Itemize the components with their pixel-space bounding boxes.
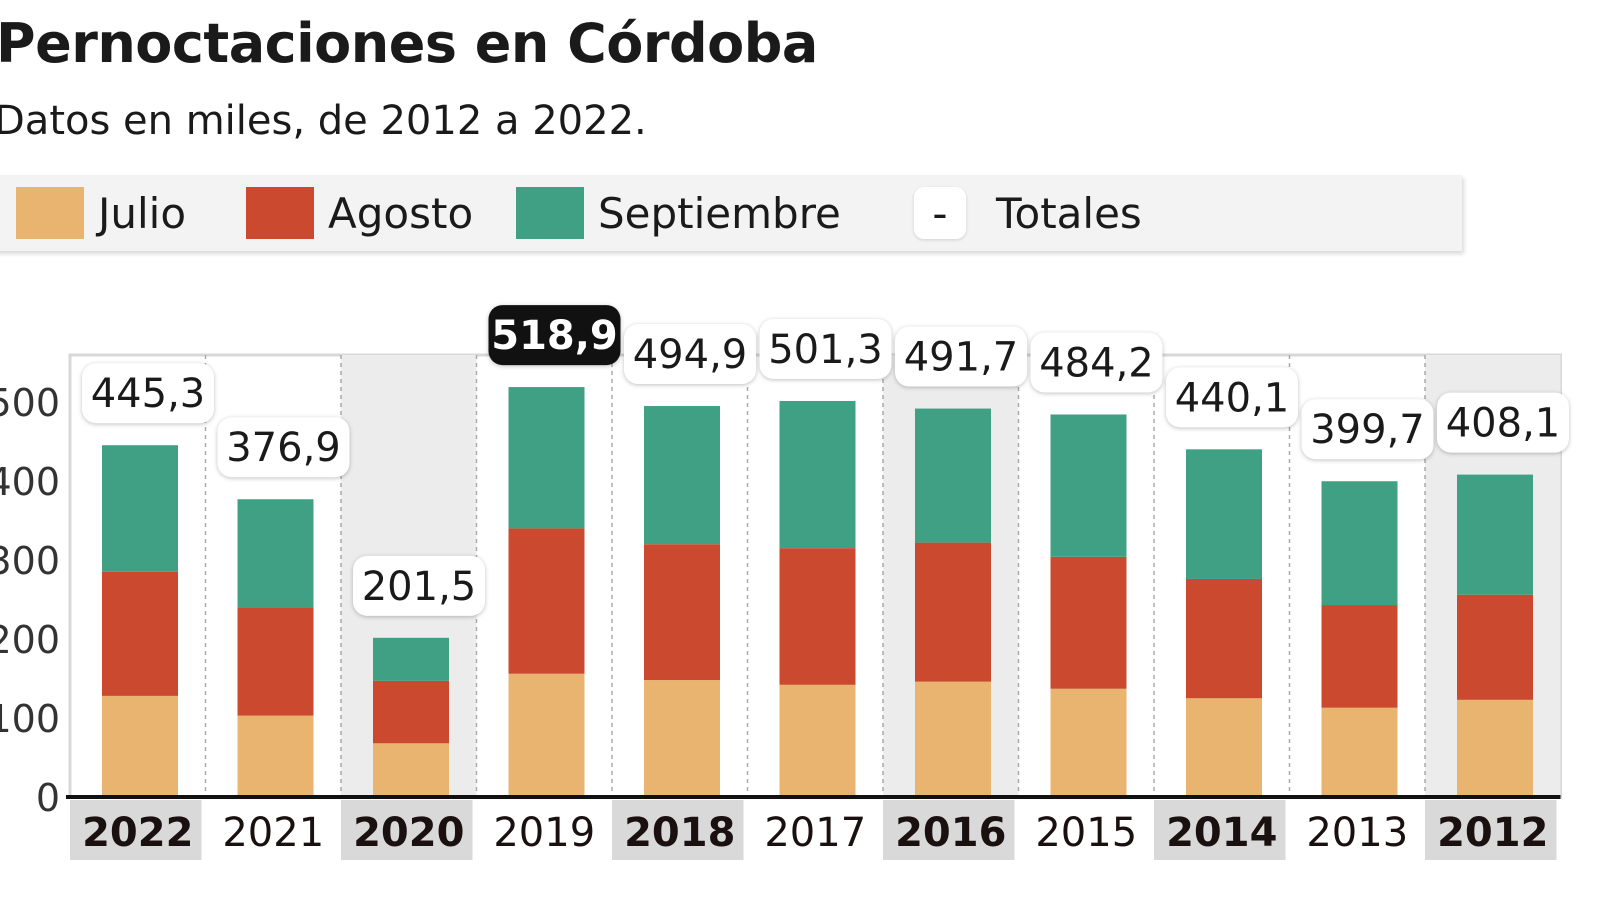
bar-segment-agosto [1457,594,1533,700]
x-tick-label: 2021 [222,810,324,856]
bar-segment-agosto [102,571,178,696]
total-label-box [624,324,756,385]
x-tick-label: 2013 [1306,810,1408,856]
x-tick-label: 2018 [624,810,735,856]
total-label: 491,7 [904,335,1019,381]
total-label: 376,9 [226,425,341,471]
x-label-shade [1425,800,1557,860]
legend-swatch-julio [16,187,84,239]
total-label: 494,9 [633,332,748,378]
bar-segment-septiembre [644,406,720,545]
total-label: 201,5 [362,564,477,610]
bar-segment-septiembre [1050,414,1127,557]
bar-segment-agosto [1050,556,1127,689]
bar-segment-agosto [779,548,856,685]
bar-segment-julio [1321,707,1398,797]
x-tick-label: 2020 [353,810,464,856]
bar-segment-julio [1050,688,1127,797]
bar-segment-septiembre [1457,474,1533,595]
bar-segment-julio [915,681,991,797]
bar-segment-septiembre [1186,449,1262,579]
bar-segment-septiembre [779,400,856,549]
x-tick-label: 2015 [1035,810,1137,856]
bar-segment-agosto [373,680,449,744]
legend-item-agosto: Agosto [246,175,473,251]
total-label-box [488,305,621,366]
total-label-box [1166,367,1298,428]
y-tick-label: 500 [0,381,60,425]
x-label-shade [883,800,1015,860]
bar-segment-septiembre [373,637,449,681]
bar-segment-septiembre [102,445,178,572]
bar-segment-agosto [915,542,991,682]
x-tick-label: 2016 [895,810,1006,856]
bar-segment-agosto [1186,578,1262,699]
total-label-box [1301,399,1434,460]
y-tick-label: 200 [0,618,60,662]
total-label-box [1437,392,1569,453]
bar-segment-julio [373,743,449,797]
total-label: 399,7 [1310,407,1425,453]
total-label-box [759,318,892,379]
chart-title: Pernoctaciones en Córdoba [0,12,818,75]
x-tick-label: 2014 [1166,810,1277,856]
legend-label-septiembre: Septiembre [598,188,841,238]
bar-segment-septiembre [237,499,314,608]
bar-segment-agosto [508,528,585,674]
total-label: 445,3 [91,371,206,417]
bar-segment-julio [508,673,585,797]
bar-segment-agosto [237,607,314,716]
total-label: 408,1 [1446,401,1561,447]
x-label-shade [1154,800,1286,860]
legend-label-julio: Julio [98,188,187,238]
bar-segment-julio [779,684,856,797]
bar-segment-julio [644,680,720,797]
bar-segment-julio [237,715,314,797]
legend-item-septiembre: Septiembre [516,175,841,251]
total-label: 518,9 [491,313,618,359]
x-tick-label: 2022 [82,810,193,856]
legend-swatch-septiembre [516,187,584,239]
bar-segment-julio [1186,698,1262,797]
x-label-shade [341,800,473,860]
x-label-shade [612,800,744,860]
x-tick-label: 2017 [764,810,866,856]
y-tick-label: 300 [0,539,60,583]
total-label-box [82,363,214,424]
legend-swatch-agosto [246,187,314,239]
y-tick-label: 400 [0,460,60,504]
x-label-shade [70,800,202,860]
legend: Julio Agosto Septiembre - Totales [0,175,1462,251]
total-label: 440,1 [1175,375,1290,421]
total-label-box [895,326,1027,387]
total-label: 484,2 [1039,340,1154,386]
bar-segment-agosto [644,544,720,681]
legend-dash-icon: - [914,187,966,239]
legend-item-julio: Julio [16,175,186,251]
total-label-box [217,417,350,478]
bar-segment-septiembre [508,387,585,529]
x-tick-label: 2012 [1437,810,1548,856]
legend-item-totales: - Totales [914,175,1142,251]
bar-segment-septiembre [1321,481,1398,606]
bar-segment-agosto [1321,605,1398,708]
total-label-box [353,555,485,616]
bar-segment-septiembre [915,408,991,543]
total-label-box [1030,332,1163,393]
bar-segment-julio [102,695,178,797]
legend-label-agosto: Agosto [328,188,474,238]
y-tick-label: 100 [0,697,60,741]
chart-subtitle: Datos en miles, de 2012 a 2022. [0,98,647,144]
x-tick-label: 2019 [493,810,595,856]
bar-segment-julio [1457,699,1533,797]
legend-label-totales: Totales [996,188,1142,238]
y-tick-label: 0 [36,776,60,820]
total-label: 501,3 [768,327,883,373]
